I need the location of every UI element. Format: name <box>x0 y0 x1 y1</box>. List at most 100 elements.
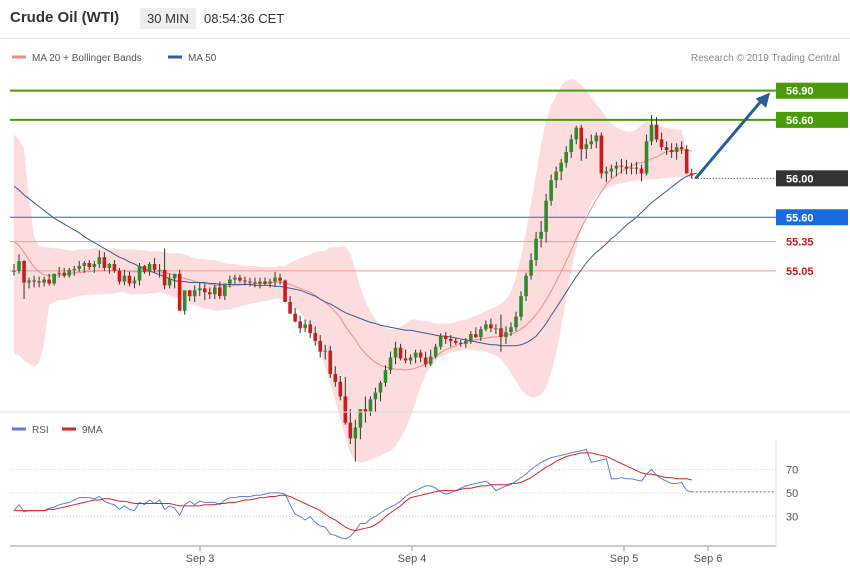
candle-body <box>514 316 518 328</box>
candle-body <box>649 124 654 142</box>
candle <box>298 315 302 334</box>
candle-body <box>293 313 297 322</box>
candle-body <box>303 324 307 329</box>
candle <box>248 277 252 287</box>
candle-body <box>453 340 458 343</box>
candle-body <box>634 167 639 169</box>
candle-body <box>609 168 614 172</box>
candle <box>77 261 82 272</box>
candle-body <box>474 334 478 338</box>
candle-body <box>137 265 142 281</box>
candle-body <box>604 171 609 174</box>
candle <box>564 146 568 168</box>
candle <box>318 335 323 358</box>
candle <box>569 134 574 158</box>
candle <box>313 326 317 346</box>
candle-body <box>42 279 46 283</box>
ma20-line <box>13 149 692 371</box>
candle-body <box>368 399 373 412</box>
candle <box>228 275 232 288</box>
candle-body <box>17 261 21 271</box>
candle <box>469 331 473 344</box>
candle-body <box>353 427 358 439</box>
candle-body <box>343 396 348 423</box>
x-axis: Sep 3 Sep 4 Sep 5 Sep 6 <box>10 440 777 565</box>
candle <box>659 132 664 151</box>
candle <box>489 318 493 333</box>
candle-body <box>218 287 222 297</box>
candle-body <box>263 281 267 284</box>
x-tick-label: Sep 6 <box>694 553 723 565</box>
rsi-ma-legend-label: 9MA <box>82 425 103 436</box>
candle-body <box>388 357 393 371</box>
candle-body <box>544 200 548 232</box>
x-tick-label: Sep 3 <box>186 553 215 565</box>
candle-body <box>574 127 579 140</box>
candle-body <box>659 139 664 148</box>
candle <box>223 283 227 301</box>
candle <box>509 322 513 337</box>
candle <box>157 264 162 278</box>
candle-body <box>594 135 599 142</box>
candle-body <box>579 127 584 150</box>
candle-body <box>253 282 257 284</box>
candle-body <box>152 264 157 270</box>
candle <box>559 158 563 181</box>
candle <box>433 343 438 359</box>
candle-body <box>37 281 41 283</box>
candle <box>373 387 378 412</box>
candle-body <box>162 269 167 286</box>
candle-body <box>318 340 323 352</box>
timeframe-button[interactable]: 30 MIN <box>140 8 196 29</box>
candle <box>238 274 242 283</box>
candle-body <box>278 277 282 281</box>
candle <box>67 267 72 278</box>
level-label-55.35: 55.35 <box>786 237 814 249</box>
candle-body <box>534 238 538 261</box>
candle-body <box>373 392 378 400</box>
level-label-56.60: 56.60 <box>786 115 814 127</box>
rsi-line <box>13 448 692 540</box>
candle <box>458 339 463 347</box>
candle <box>192 285 197 302</box>
candle <box>328 345 333 378</box>
candle <box>243 276 247 286</box>
level-tag-55.60 <box>776 209 848 226</box>
candle-body <box>283 280 287 302</box>
candle <box>438 333 443 350</box>
timestamp: 08:54:36 CET <box>204 11 285 26</box>
candle-body <box>393 347 398 358</box>
level-tag-56.60 <box>776 111 848 128</box>
candle-body <box>418 352 423 358</box>
candle <box>684 145 689 174</box>
candle <box>233 274 237 284</box>
candle-body <box>554 171 558 181</box>
candle-body <box>308 324 312 334</box>
candle-body <box>403 358 408 361</box>
candle <box>644 134 649 176</box>
candle-body <box>413 352 418 358</box>
candle-body <box>448 338 453 341</box>
candle <box>268 278 272 288</box>
candle <box>524 272 528 301</box>
candle-body <box>77 265 82 269</box>
candle-body <box>348 422 353 439</box>
candle <box>529 253 533 280</box>
candle <box>278 273 282 285</box>
candle-body <box>67 269 72 276</box>
price-panel: MA 20 + Bollinger Bands MA 50 Research ©… <box>10 53 848 463</box>
x-tick-label: Sep 5 <box>610 553 639 565</box>
candle <box>549 174 553 206</box>
candle <box>338 375 343 401</box>
candle-body <box>509 327 513 333</box>
candle <box>448 335 453 347</box>
candle <box>142 264 147 274</box>
candle-body <box>584 144 589 150</box>
candle <box>484 320 488 332</box>
candle-body <box>378 382 383 393</box>
candle <box>27 277 31 289</box>
candle-body <box>102 257 107 268</box>
candle <box>97 250 102 268</box>
candle <box>263 277 267 286</box>
candle <box>398 343 403 361</box>
